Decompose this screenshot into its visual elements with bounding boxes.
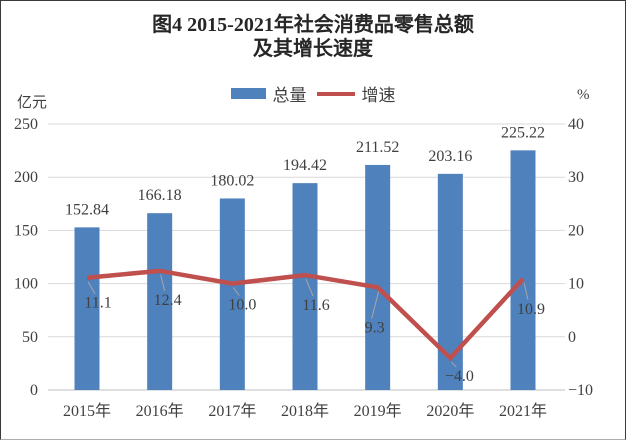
left-axis-tick-label: 100 (14, 276, 38, 293)
right-axis-tick-label: 20 (568, 222, 584, 239)
legend-total-label: 总量 (272, 86, 307, 105)
label-leader-line (523, 282, 529, 300)
bar-2018年 (292, 183, 318, 390)
bar-value-label: 152.84 (65, 201, 109, 218)
right-axis-tick-label: 10 (568, 276, 584, 293)
x-axis-category-label: 2021年 (499, 402, 547, 420)
x-axis-category-label: 2016年 (136, 402, 184, 420)
bar-2015年 (74, 227, 100, 390)
label-leader-line (371, 291, 380, 319)
x-axis-category-label: 2015年 (63, 402, 111, 420)
bar-value-label: 194.42 (283, 157, 327, 174)
bar-value-label: 180.02 (210, 172, 254, 189)
bar-2016年 (147, 213, 173, 390)
bar-value-label: 166.18 (138, 187, 182, 204)
bar-2017年 (219, 198, 245, 390)
growth-value-label: 11.6 (302, 297, 329, 314)
growth-value-label: 12.4 (154, 292, 182, 309)
chart-title-line-1: 图4 2015-2021年社会消费品零售总额 (152, 14, 474, 36)
x-axis-category-label: 2018年 (281, 402, 329, 420)
legend-total-bar-swatch (230, 88, 266, 99)
right-axis-tick-label: −10 (568, 382, 593, 399)
growth-value-label: −4.0 (445, 368, 474, 385)
left-axis-tick-label: 200 (14, 169, 38, 186)
legend-growth-label: 增速 (361, 86, 396, 105)
label-leader-line (160, 274, 166, 291)
left-axis-tick-label: 250 (14, 116, 38, 133)
right-axis-tick-label: 30 (568, 169, 584, 186)
right-axis-unit-label: % (577, 87, 590, 103)
label-leader-line (450, 361, 457, 368)
left-axis-tick-label: 0 (30, 382, 38, 399)
x-axis-category-label: 2020年 (426, 402, 474, 420)
growth-value-label: 9.3 (365, 319, 385, 336)
bar-2019年 (365, 164, 391, 390)
label-leader-line (87, 281, 96, 294)
chart-legend: 总量 增速 (1, 81, 625, 106)
x-axis-category-label: 2017年 (208, 402, 256, 420)
bar-value-label: 225.22 (501, 124, 545, 141)
growth-value-label: 10.0 (228, 297, 256, 314)
left-axis-tick-label: 150 (14, 222, 38, 239)
chart-title-line-2: 及其增长速度 (253, 38, 373, 60)
bar-value-label: 211.52 (356, 139, 399, 156)
bar-2021年 (510, 150, 536, 390)
label-leader-line (305, 278, 314, 297)
legend-growth-line-swatch (316, 91, 355, 96)
x-axis-category-label: 2019年 (354, 402, 402, 420)
growth-value-label: 11.1 (84, 295, 111, 312)
bar-2020年 (437, 173, 463, 390)
growth-rate-line (86, 268, 525, 362)
left-axis-tick-label: 50 (22, 329, 38, 346)
left-axis-unit-label: 亿元 (17, 95, 48, 111)
bar-value-label: 203.16 (428, 148, 472, 165)
growth-value-label: 10.9 (517, 301, 545, 318)
right-axis-tick-label: 0 (568, 329, 576, 346)
label-leader-line (232, 287, 240, 296)
chart-title: 图4 2015-2021年社会消费品零售总额 及其增长速度 (1, 13, 625, 61)
right-axis-tick-label: 40 (568, 116, 584, 133)
